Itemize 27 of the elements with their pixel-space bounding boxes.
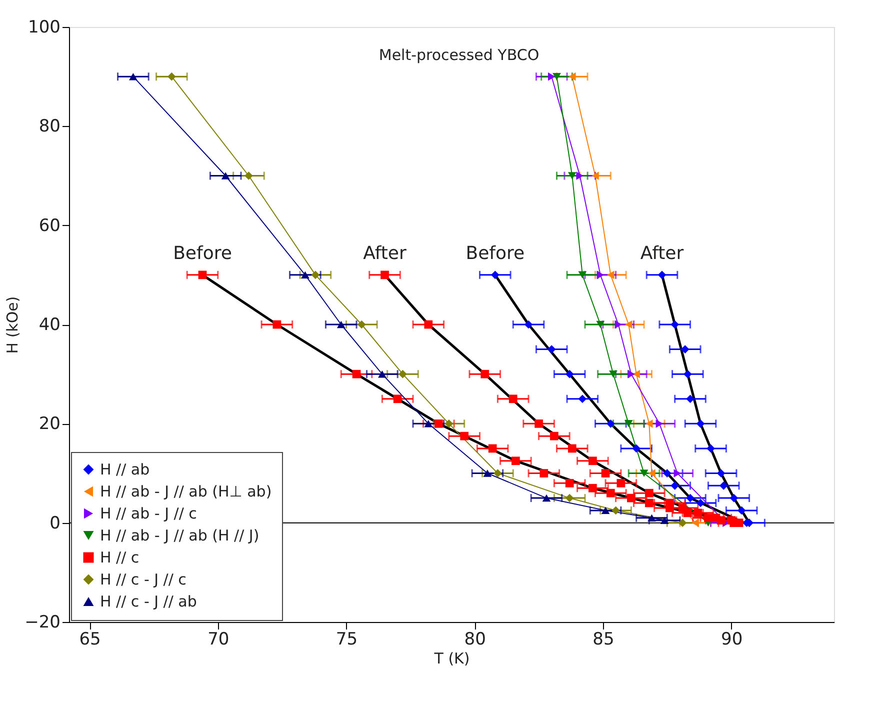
y-tick-label: 20 [38, 414, 60, 434]
legend-label: H // ab - J // c [100, 504, 197, 522]
x-tick-label: 80 [464, 630, 486, 650]
annotation: Before [466, 242, 525, 264]
y-tick-label: 0 [50, 513, 60, 534]
annotation: After [363, 242, 407, 264]
annotation: Before [173, 242, 232, 264]
y-tick-label: 60 [38, 216, 60, 236]
legend-label: H // c - J // c [100, 570, 186, 588]
y-tick-label: 80 [38, 116, 60, 137]
x-tick-label: 75 [336, 630, 358, 650]
legend-label: H // ab [100, 460, 150, 478]
legend-label: H // ab - J // ab (H⊥ ab) [100, 482, 272, 500]
legend-label: H // ab - J // ab (H // J) [100, 526, 260, 544]
y-tick-label: 100 [28, 18, 60, 38]
x-tick-label: 65 [79, 630, 101, 650]
annotation: After [640, 242, 684, 264]
legend-label: H // c - J // ab [100, 592, 197, 610]
x-tick-label: 85 [592, 630, 614, 650]
x-tick-label: 90 [720, 630, 743, 650]
y-axis-title: H (kOe) [4, 296, 22, 354]
y-tick-label: 40 [38, 315, 60, 335]
x-tick-label: 70 [208, 630, 230, 650]
x-axis-title: T (K) [433, 650, 470, 668]
legend-label: H // c [100, 548, 140, 566]
annotation: Melt-processed YBCO [378, 46, 540, 64]
y-tick-label: −20 [24, 612, 60, 632]
